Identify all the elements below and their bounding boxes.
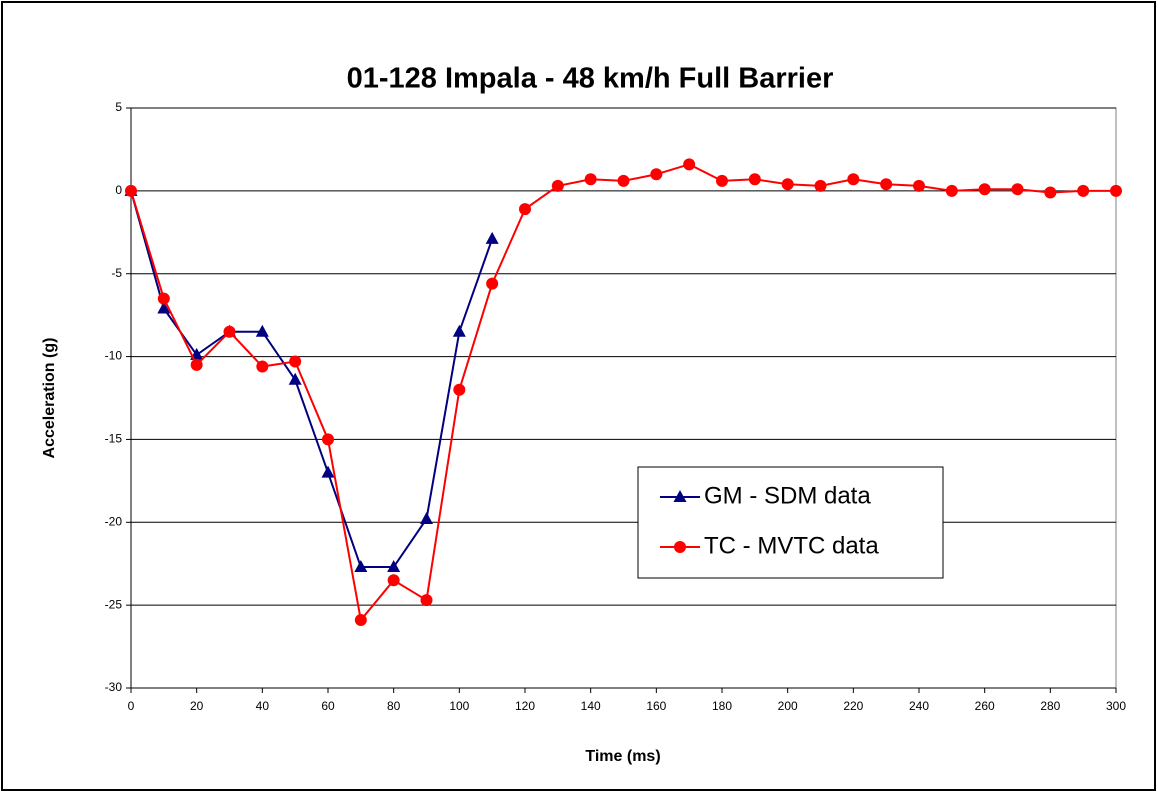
marker <box>913 179 925 192</box>
marker <box>255 324 269 337</box>
x-tick-label: 20 <box>190 699 204 713</box>
x-tick-label: 40 <box>256 699 270 713</box>
y-tick-label: 5 <box>115 100 122 114</box>
x-tick-label: 280 <box>1040 699 1060 713</box>
x-tick-label: 100 <box>449 699 469 713</box>
y-tick-label: -5 <box>111 266 122 280</box>
marker <box>486 277 499 290</box>
x-tick-label: 80 <box>387 699 401 713</box>
marker <box>880 178 893 191</box>
marker <box>354 560 368 573</box>
marker <box>190 358 203 371</box>
marker <box>674 541 686 553</box>
x-tick-label: 0 <box>128 699 135 713</box>
y-tick-label: -30 <box>105 680 123 694</box>
marker <box>519 203 531 216</box>
legend-box <box>637 466 944 579</box>
marker <box>288 372 302 385</box>
marker <box>584 173 597 186</box>
x-tick-label: 140 <box>581 699 601 713</box>
marker <box>847 173 860 186</box>
x-axis-label: Time (ms) <box>585 748 660 765</box>
marker <box>157 292 170 305</box>
marker <box>256 360 269 373</box>
x-tick-label: 160 <box>646 699 666 713</box>
x-tick-label: 60 <box>321 699 335 713</box>
marker <box>617 174 630 187</box>
legend-label: TC - MVTC data <box>704 532 879 559</box>
marker <box>978 183 991 196</box>
marker <box>748 173 761 186</box>
marker <box>1110 184 1122 197</box>
marker <box>683 158 696 171</box>
marker <box>485 231 499 244</box>
marker <box>354 614 367 627</box>
marker <box>420 594 433 607</box>
marker <box>716 174 728 187</box>
y-tick-label: -10 <box>105 349 123 363</box>
marker <box>157 301 171 314</box>
x-tick-label: 300 <box>1106 699 1126 713</box>
y-tick-label: -15 <box>105 432 123 446</box>
marker <box>453 383 466 396</box>
marker <box>322 433 334 446</box>
marker <box>125 184 137 197</box>
series-line <box>130 190 494 569</box>
legend-label: GM - SDM data <box>704 482 871 509</box>
marker <box>1077 184 1090 197</box>
marker <box>945 184 958 197</box>
x-tick-label: 180 <box>712 699 732 713</box>
x-tick-label: 200 <box>778 699 798 713</box>
marker <box>1011 183 1024 196</box>
marker <box>321 465 335 478</box>
marker <box>1044 186 1057 199</box>
chart-title: 01-128 Impala - 48 km/h Full Barrier <box>347 63 834 95</box>
marker <box>420 511 433 524</box>
y-tick-label: -20 <box>105 514 123 528</box>
x-tick-label: 220 <box>843 699 863 713</box>
x-tick-label: 120 <box>515 699 535 713</box>
marker <box>289 355 302 368</box>
marker <box>387 574 400 587</box>
marker <box>781 178 794 191</box>
y-tick-label: 0 <box>115 183 122 197</box>
x-tick-label: 240 <box>909 699 929 713</box>
marker <box>223 325 236 338</box>
marker <box>551 179 564 192</box>
y-tick-label: -25 <box>105 597 123 611</box>
y-axis-label: Acceleration (g) <box>41 338 58 459</box>
x-tick-label: 260 <box>975 699 995 713</box>
marker <box>650 168 663 181</box>
marker <box>814 179 827 192</box>
marker <box>387 560 401 573</box>
plot-area <box>130 107 1117 689</box>
marker <box>452 324 466 337</box>
marker <box>673 490 687 502</box>
